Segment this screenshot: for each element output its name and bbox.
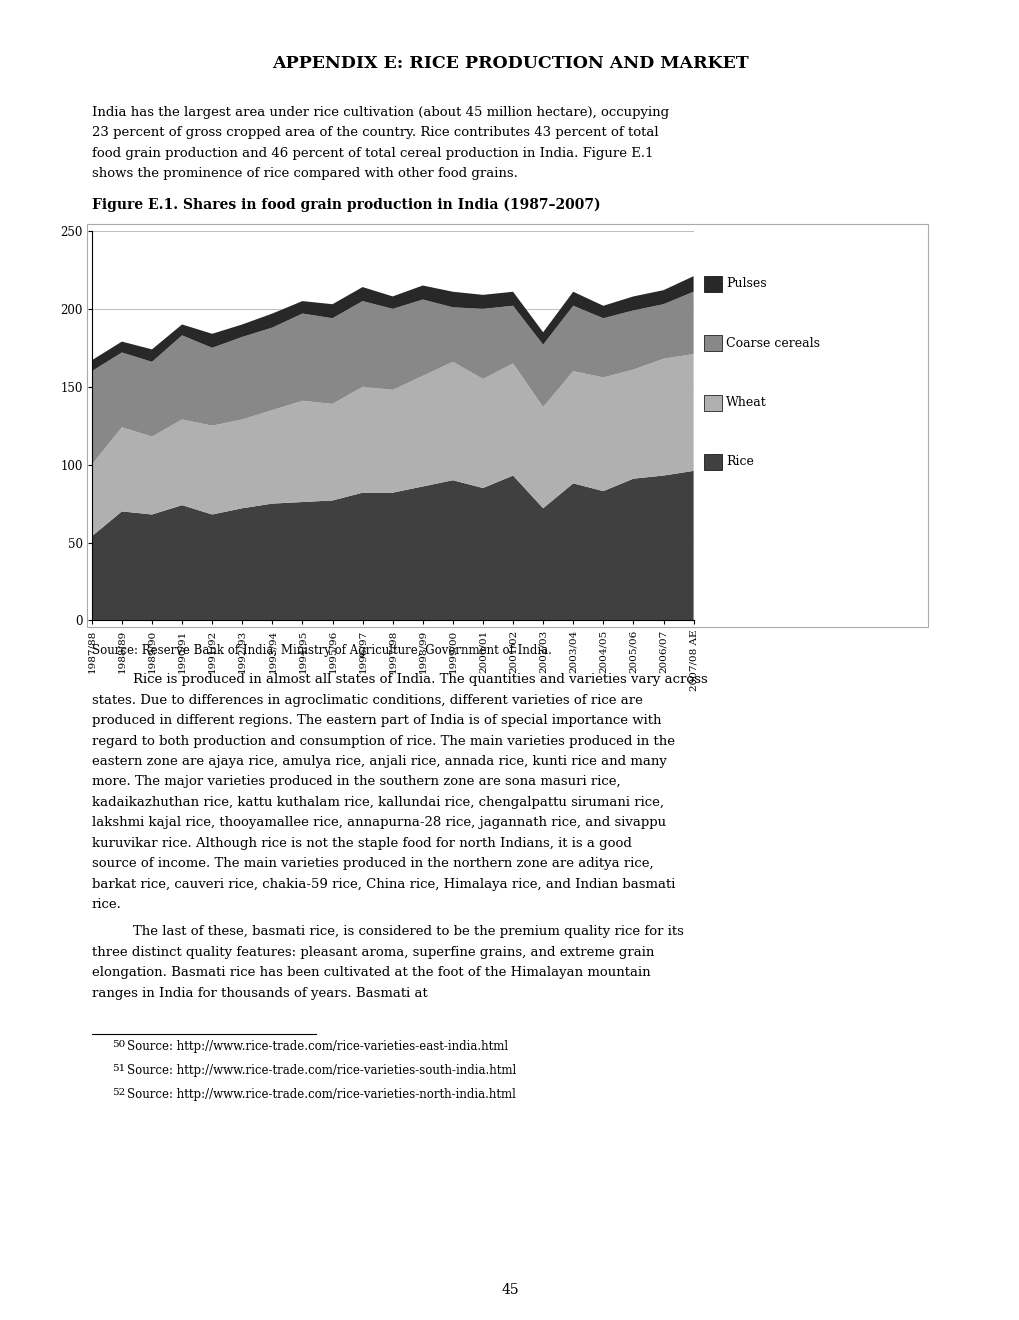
- Text: The last of these, basmati rice, is considered to be the premium quality rice fo: The last of these, basmati rice, is cons…: [132, 925, 683, 939]
- Text: Rice: Rice: [726, 455, 753, 469]
- Text: kuruvikar rice. Although rice is not the staple food for north Indians, it is a : kuruvikar rice. Although rice is not the…: [92, 837, 631, 850]
- Text: regard to both production and consumption of rice. The main varieties produced i: regard to both production and consumptio…: [92, 734, 675, 747]
- Text: Source: http://www.rice-trade.com/rice-varieties-north-india.html: Source: http://www.rice-trade.com/rice-v…: [127, 1088, 516, 1101]
- Text: Figure E.1. Shares in food grain production in India (1987–2007): Figure E.1. Shares in food grain product…: [92, 198, 600, 213]
- Text: 50: 50: [112, 1040, 125, 1049]
- Text: Source: http://www.rice-trade.com/rice-varieties-south-india.html: Source: http://www.rice-trade.com/rice-v…: [127, 1064, 517, 1077]
- Text: rice.: rice.: [92, 898, 121, 911]
- Text: barkat rice, cauveri rice, chakia-59 rice, China rice, Himalaya rice, and Indian: barkat rice, cauveri rice, chakia-59 ric…: [92, 878, 675, 891]
- Text: Wheat: Wheat: [726, 396, 766, 409]
- Text: Source: http://www.rice-trade.com/rice-varieties-east-india.html: Source: http://www.rice-trade.com/rice-v…: [127, 1040, 508, 1053]
- Text: Coarse cereals: Coarse cereals: [726, 337, 819, 350]
- Text: shows the prominence of rice compared with other food grains.: shows the prominence of rice compared wi…: [92, 166, 518, 180]
- Text: eastern zone are ajaya rice, amulya rice, anjali rice, annada rice, kunti rice a: eastern zone are ajaya rice, amulya rice…: [92, 755, 666, 768]
- Text: ranges in India for thousands of years. Basmati at: ranges in India for thousands of years. …: [92, 986, 427, 999]
- Text: APPENDIX E: RICE PRODUCTION AND MARKET: APPENDIX E: RICE PRODUCTION AND MARKET: [271, 55, 748, 73]
- Text: Pulses: Pulses: [726, 277, 766, 290]
- Text: Rice is produced in almost all states of India. The quantities and varieties var: Rice is produced in almost all states of…: [132, 673, 706, 686]
- Text: source of income. The main varieties produced in the northern zone are aditya ri: source of income. The main varieties pro…: [92, 857, 653, 870]
- Text: 45: 45: [500, 1283, 519, 1298]
- Text: 23 percent of gross cropped area of the country. Rice contributes 43 percent of : 23 percent of gross cropped area of the …: [92, 125, 658, 139]
- Text: three distinct quality features: pleasant aroma, superfine grains, and extreme g: three distinct quality features: pleasan…: [92, 945, 653, 958]
- Text: produced in different regions. The eastern part of India is of special importanc: produced in different regions. The easte…: [92, 714, 660, 727]
- Text: Source: Reserve Bank of India, Ministry of Agriculture, Government of India.: Source: Reserve Bank of India, Ministry …: [92, 644, 551, 657]
- Text: elongation. Basmati rice has been cultivated at the foot of the Himalayan mounta: elongation. Basmati rice has been cultiv…: [92, 966, 650, 979]
- Text: 51: 51: [112, 1064, 125, 1073]
- Text: India has the largest area under rice cultivation (about 45 million hectare), oc: India has the largest area under rice cu…: [92, 106, 668, 119]
- Text: lakshmi kajal rice, thooyamallee rice, annapurna-28 rice, jagannath rice, and si: lakshmi kajal rice, thooyamallee rice, a…: [92, 816, 665, 829]
- Text: states. Due to differences in agroclimatic conditions, different varieties of ri: states. Due to differences in agroclimat…: [92, 693, 642, 706]
- Text: kadaikazhuthan rice, kattu kuthalam rice, kallundai rice, chengalpattu sirumani : kadaikazhuthan rice, kattu kuthalam rice…: [92, 796, 663, 809]
- Text: more. The major varieties produced in the southern zone are sona masuri rice,: more. The major varieties produced in th…: [92, 775, 620, 788]
- Text: 52: 52: [112, 1088, 125, 1097]
- Text: food grain production and 46 percent of total cereal production in India. Figure: food grain production and 46 percent of …: [92, 147, 652, 160]
